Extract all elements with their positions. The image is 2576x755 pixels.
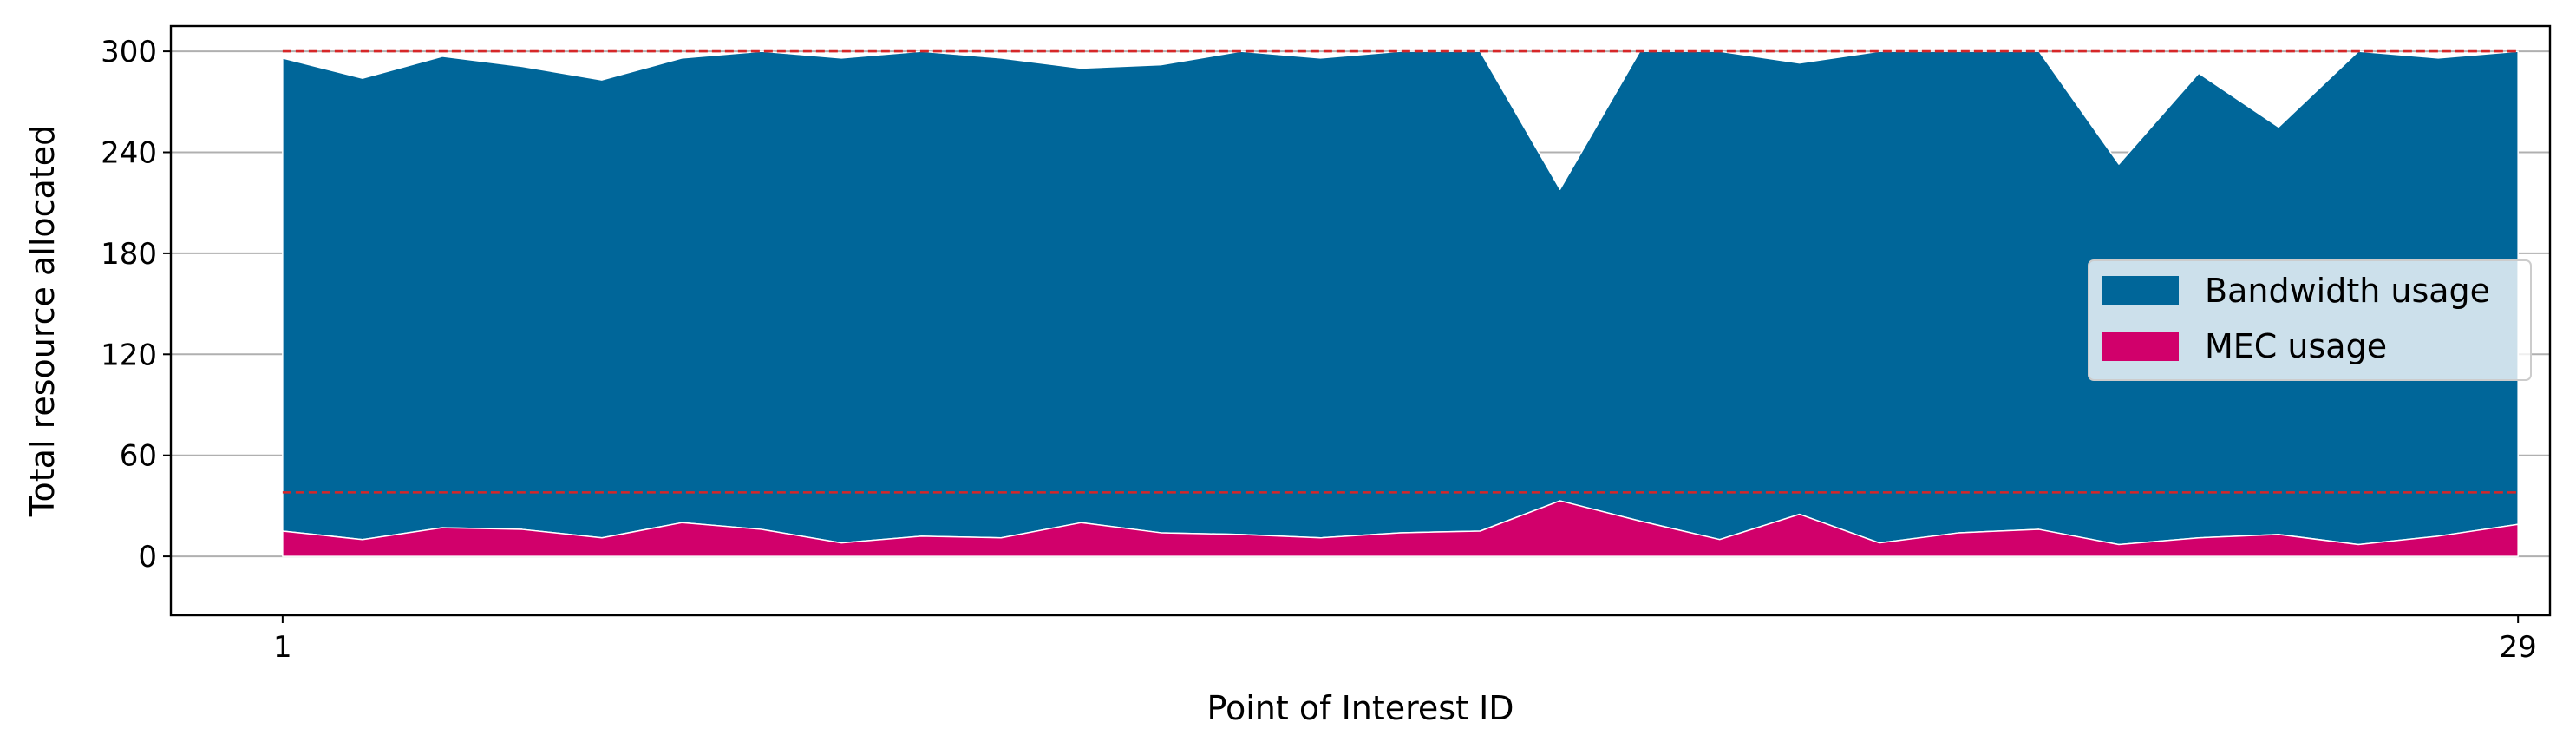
y-tick-label: 60 bbox=[120, 439, 157, 474]
y-tick-label: 300 bbox=[101, 35, 157, 69]
y-tick-label: 120 bbox=[101, 338, 157, 372]
y-tick-label: 240 bbox=[101, 136, 157, 171]
reference-lines bbox=[282, 49, 2519, 494]
x-tick-label: 1 bbox=[273, 630, 292, 665]
legend-label-mec: MEC usage bbox=[2205, 327, 2387, 365]
legend-swatch-mec bbox=[2102, 332, 2179, 361]
y-tick-label: 0 bbox=[138, 540, 157, 574]
legend: Bandwidth usage MEC usage bbox=[2088, 259, 2532, 381]
y-axis-label: Total resource allocated bbox=[23, 125, 62, 518]
legend-swatch-bandwidth bbox=[2102, 276, 2179, 305]
stacked-areas bbox=[282, 50, 2519, 557]
x-axis-label: Point of Interest ID bbox=[1206, 689, 1514, 727]
y-tick-label: 180 bbox=[101, 237, 157, 272]
mec-usage-area bbox=[282, 500, 2519, 557]
axis-ticks: 0 60 120 180 240 300 1 29 bbox=[101, 35, 2537, 665]
plot-frame bbox=[169, 24, 2552, 617]
legend-label-bandwidth: Bandwidth usage bbox=[2205, 272, 2490, 310]
legend-box bbox=[2088, 259, 2532, 381]
x-tick-label: 29 bbox=[2500, 630, 2537, 665]
